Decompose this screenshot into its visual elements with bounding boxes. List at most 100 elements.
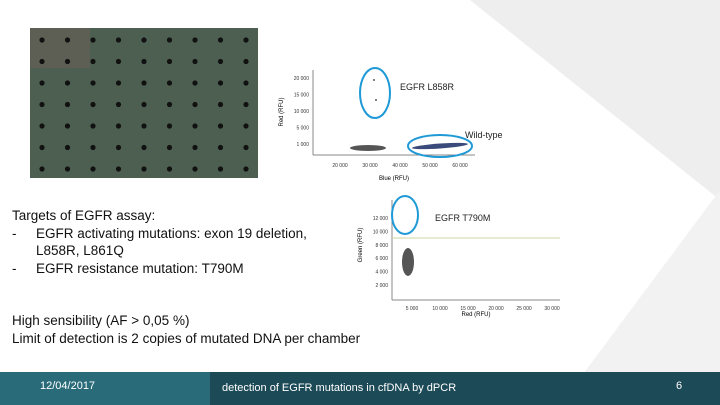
tick-label: 2 000 bbox=[375, 283, 388, 289]
body: Targets of EGFR assay: EGFR activating m… bbox=[12, 207, 342, 277]
footer-date: 12/04/2017 bbox=[40, 380, 96, 392]
well bbox=[39, 58, 45, 65]
well bbox=[166, 37, 173, 43]
well bbox=[115, 101, 122, 108]
note: Limit of detection is 2 copies of mutate… bbox=[12, 330, 361, 346]
note: High sensibility (AF > 0,05 %) bbox=[12, 313, 190, 328]
highlight bbox=[359, 67, 391, 119]
tick-label: 60 000 bbox=[452, 163, 468, 169]
well bbox=[115, 58, 122, 65]
point bbox=[375, 99, 377, 101]
axis-label: Blue (RFU) bbox=[379, 176, 409, 182]
heading: Targets of EGFR assay: bbox=[12, 208, 156, 223]
well bbox=[64, 80, 71, 86]
tick-label: 30 000 bbox=[544, 306, 560, 312]
well bbox=[192, 58, 198, 65]
tick-label: 15 000 bbox=[294, 93, 310, 99]
well bbox=[243, 58, 249, 65]
well bbox=[90, 58, 96, 65]
well bbox=[39, 101, 45, 108]
well bbox=[90, 37, 96, 43]
tick-label: 5 000 bbox=[406, 306, 419, 312]
axis-label: Green (RFU) bbox=[358, 228, 364, 263]
well bbox=[90, 101, 96, 108]
bullet: EGFR activating mutations: exon 19 delet… bbox=[12, 225, 342, 260]
well bbox=[141, 80, 147, 86]
well bbox=[192, 80, 198, 86]
well bbox=[90, 123, 96, 129]
axis-label: Red (RFU) bbox=[461, 312, 490, 318]
annotation: EGFR T790M bbox=[435, 213, 490, 223]
axis-label: Red (RFU) bbox=[279, 97, 285, 126]
well bbox=[192, 144, 198, 151]
well bbox=[166, 80, 173, 86]
tick-label: 8 000 bbox=[375, 243, 388, 249]
well bbox=[217, 166, 224, 172]
well bbox=[115, 37, 122, 43]
annotation: EGFR L858R bbox=[400, 82, 455, 92]
well bbox=[64, 58, 71, 65]
footer-block bbox=[0, 372, 210, 405]
well bbox=[115, 144, 122, 151]
tick-label: 10 000 bbox=[294, 109, 310, 115]
tick-label: 1 000 bbox=[296, 142, 309, 148]
notes: High sensibility (AF > 0,05 %) Limit of … bbox=[12, 312, 360, 347]
well bbox=[141, 101, 147, 108]
tick-label: 20 000 bbox=[488, 306, 504, 312]
point bbox=[373, 79, 375, 81]
well bbox=[141, 58, 147, 65]
annotation: Wild-type bbox=[465, 130, 503, 140]
well bbox=[141, 123, 147, 129]
well bbox=[166, 58, 173, 65]
well bbox=[141, 166, 147, 172]
well bbox=[243, 123, 249, 129]
well bbox=[192, 101, 198, 108]
well bbox=[141, 144, 147, 151]
well bbox=[115, 166, 122, 172]
well bbox=[243, 37, 249, 43]
highlight bbox=[391, 195, 419, 235]
well bbox=[64, 123, 71, 129]
page-number: 6 bbox=[676, 380, 683, 392]
well bbox=[217, 58, 224, 65]
tick-label: 12 000 bbox=[373, 216, 389, 222]
well bbox=[217, 101, 224, 108]
tick-label: 5 000 bbox=[296, 126, 309, 132]
tick-label: 50 000 bbox=[422, 163, 438, 169]
well bbox=[166, 101, 173, 108]
bg-shape bbox=[470, 0, 720, 200]
well bbox=[39, 144, 45, 151]
well bbox=[243, 166, 249, 172]
tick-label: 10 000 bbox=[373, 229, 389, 235]
well bbox=[243, 101, 249, 108]
well bbox=[166, 166, 173, 172]
well bbox=[141, 37, 147, 43]
cluster bbox=[402, 248, 414, 276]
bg-shape bbox=[560, 190, 720, 405]
tick-label: 40 000 bbox=[392, 163, 408, 169]
well bbox=[90, 144, 96, 151]
well bbox=[166, 123, 173, 129]
well bbox=[39, 80, 45, 86]
cluster bbox=[412, 142, 468, 150]
well bbox=[64, 101, 71, 108]
tick-label: 20 000 bbox=[332, 163, 348, 169]
well bbox=[243, 144, 249, 151]
well bbox=[166, 144, 173, 151]
well bbox=[39, 123, 45, 129]
tick-label: 15 000 bbox=[460, 306, 476, 312]
tick-label: 20 000 bbox=[294, 76, 310, 82]
chart-panel bbox=[355, 195, 565, 323]
well bbox=[192, 166, 198, 172]
well bbox=[192, 123, 198, 129]
well bbox=[64, 37, 71, 43]
well bbox=[192, 37, 198, 43]
well bbox=[39, 166, 45, 172]
well bbox=[217, 144, 224, 151]
well bbox=[39, 37, 45, 43]
well bbox=[217, 123, 224, 129]
tick-label: 25 000 bbox=[516, 306, 532, 312]
tick-label: 6 000 bbox=[375, 256, 388, 262]
